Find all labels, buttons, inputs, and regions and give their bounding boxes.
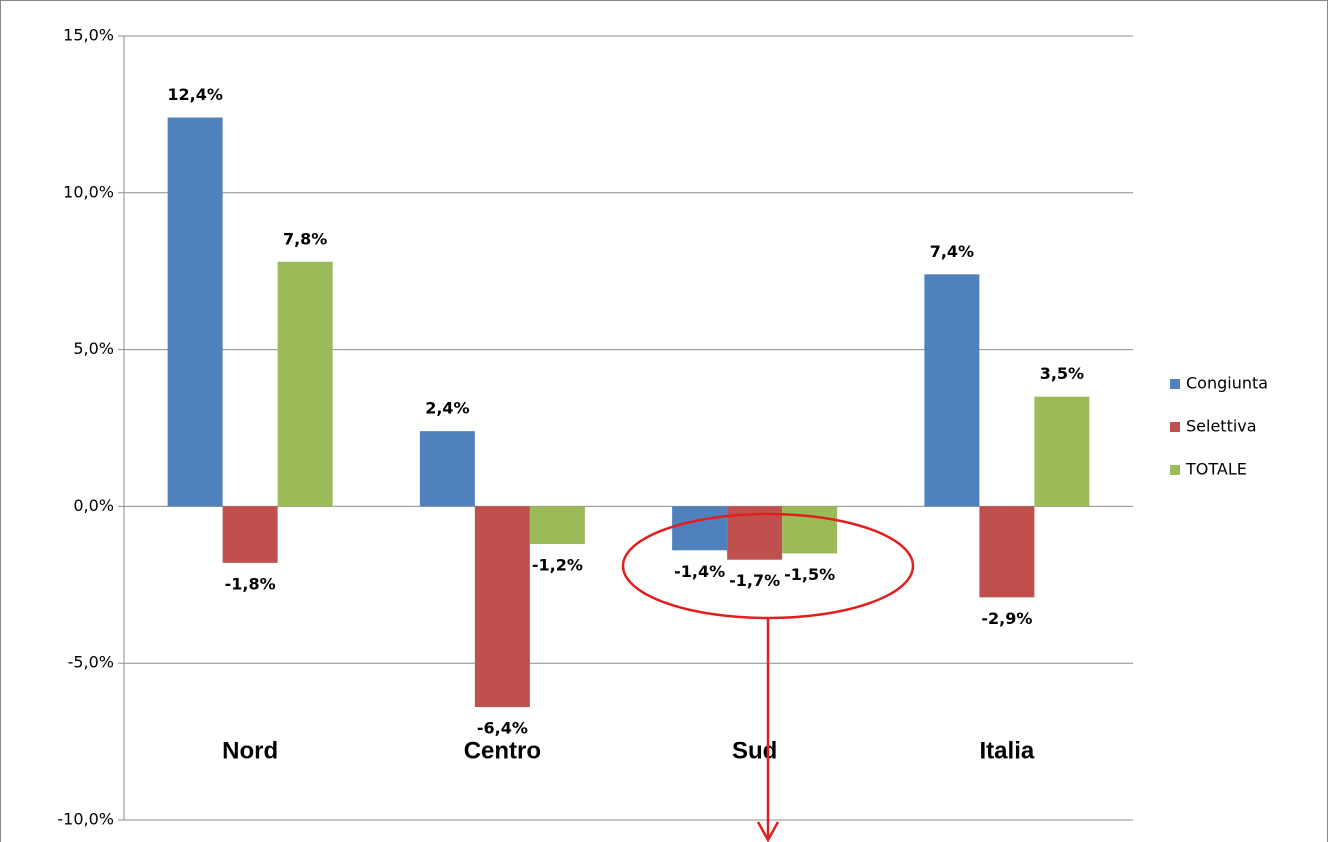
legend-swatch	[1170, 422, 1180, 432]
data-label: 3,5%	[1040, 364, 1084, 383]
data-label: -1,5%	[784, 565, 835, 584]
data-label: 7,4%	[930, 242, 974, 261]
bar	[1034, 396, 1090, 507]
y-tick-label: 0,0%	[73, 496, 114, 515]
bar	[979, 506, 1035, 598]
bar	[167, 117, 223, 507]
bar	[924, 274, 980, 507]
y-tick-label: 10,0%	[63, 182, 114, 201]
y-tick-label: -5,0%	[68, 653, 114, 672]
bar	[474, 506, 530, 708]
legend-swatch	[1170, 379, 1180, 389]
data-label: -1,7%	[729, 571, 780, 590]
data-label: -6,4%	[477, 719, 528, 738]
y-tick-label: -10,0%	[57, 810, 114, 829]
y-tick-label: 15,0%	[63, 26, 114, 45]
data-label: 2,4%	[425, 399, 469, 418]
bar	[529, 506, 585, 545]
legend-label: Congiunta	[1186, 374, 1268, 393]
data-label: -1,2%	[532, 556, 583, 575]
data-label: 12,4%	[167, 85, 223, 104]
data-label: 7,8%	[283, 229, 327, 248]
bar	[222, 506, 278, 563]
data-label: -1,4%	[674, 562, 725, 581]
legend-label: Selettiva	[1186, 417, 1257, 436]
bar	[419, 431, 475, 507]
arrow-head	[756, 821, 780, 842]
plot: -10,0% -5,0% 0,0% 5,0% 10,0% 15,0% Nord Centro S…	[57, 26, 1268, 829]
legend-label: TOTALE	[1185, 460, 1247, 479]
category-label: Centro	[464, 737, 541, 764]
category-label: Sud	[732, 737, 777, 764]
category-label: Italia	[980, 737, 1035, 764]
bar	[277, 261, 333, 507]
category-label: Nord	[222, 737, 278, 764]
legend-swatch	[1170, 465, 1180, 475]
y-tick-label: 5,0%	[73, 339, 114, 358]
bar	[672, 506, 728, 551]
data-label: -2,9%	[981, 609, 1032, 628]
data-label: -1,8%	[225, 574, 276, 593]
